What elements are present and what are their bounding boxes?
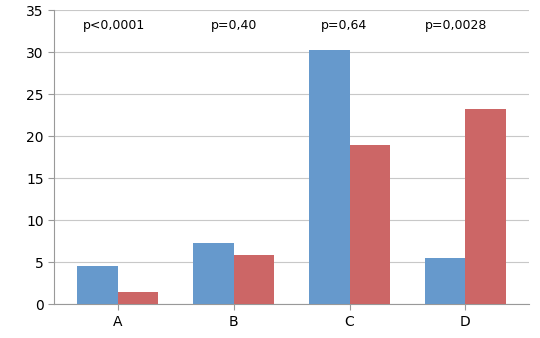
- Bar: [309, 50, 349, 304]
- Bar: [193, 243, 234, 304]
- Text: p=0,40: p=0,40: [211, 19, 257, 32]
- Text: p<0,0001: p<0,0001: [83, 19, 145, 32]
- Text: p=0,0028: p=0,0028: [425, 19, 487, 32]
- Bar: [349, 145, 390, 304]
- Bar: [118, 292, 158, 304]
- Bar: [425, 258, 465, 304]
- Bar: [77, 266, 118, 304]
- Bar: [465, 109, 506, 304]
- Text: p=0,64: p=0,64: [321, 19, 367, 32]
- Bar: [234, 255, 274, 304]
